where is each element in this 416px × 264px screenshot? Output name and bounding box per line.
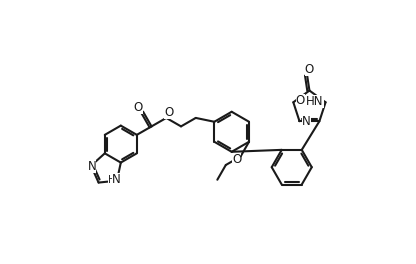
- Text: O: O: [164, 106, 173, 119]
- Text: N: N: [112, 173, 121, 186]
- Text: O: O: [134, 101, 143, 114]
- Text: O: O: [305, 63, 314, 77]
- Text: O: O: [296, 94, 305, 107]
- Text: N: N: [87, 160, 96, 173]
- Text: H: H: [108, 175, 115, 185]
- Text: O: O: [232, 153, 241, 166]
- Text: HN: HN: [306, 95, 324, 108]
- Text: N: N: [302, 115, 311, 128]
